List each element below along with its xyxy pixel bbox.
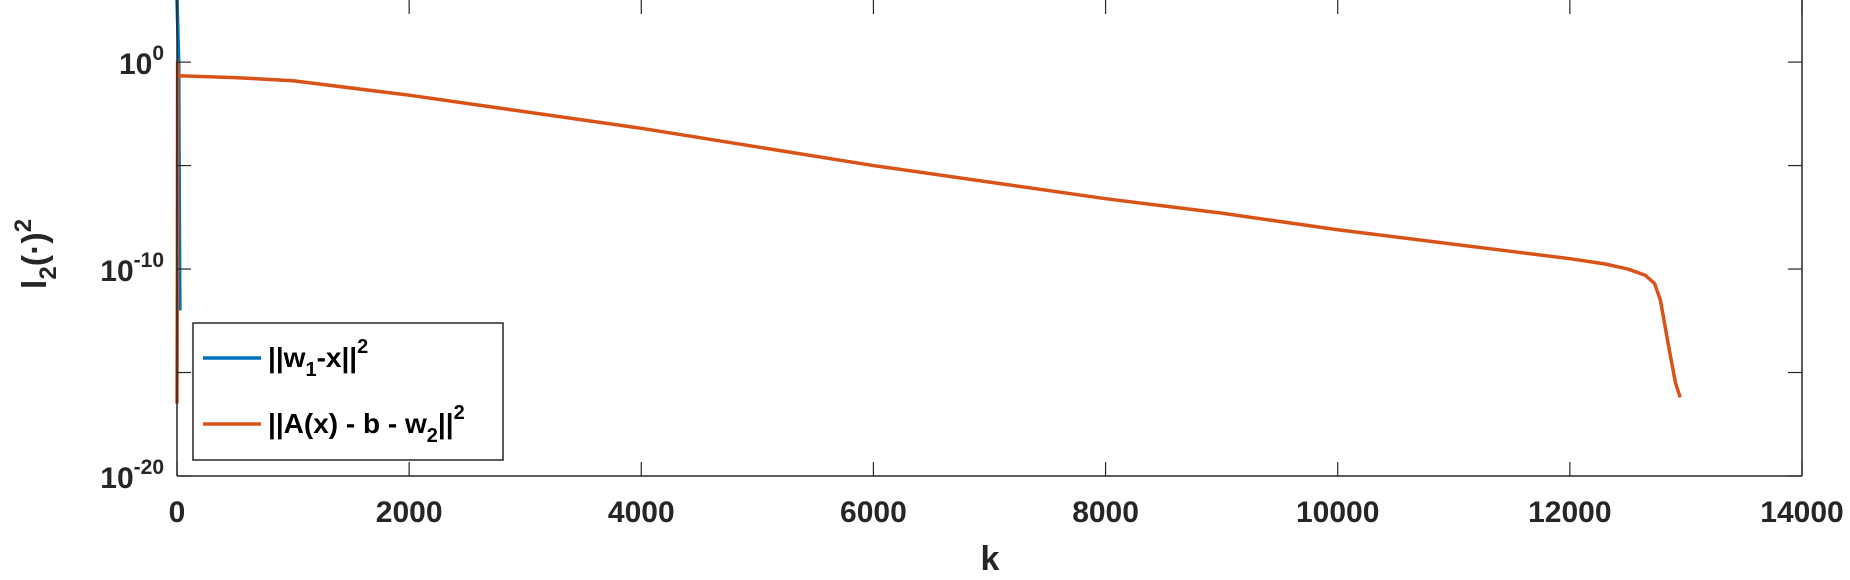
x-tick-label: 12000 — [1528, 496, 1611, 529]
y-tick-label: 100 — [119, 42, 164, 81]
x-tick-label: 2000 — [376, 496, 443, 529]
legend-entry-1-sub: 1 — [305, 359, 316, 381]
legend-entry-1: ||w1-x||2 — [268, 336, 368, 381]
x-tick-label: 8000 — [1072, 496, 1139, 529]
legend-entry-2-mid: || — [438, 408, 454, 439]
x-axis-label: k — [981, 540, 1000, 578]
y-axis-label: l2(·)2 — [10, 219, 62, 289]
x-axis-ticks: 0 2000 4000 6000 8000 10000 12000 14000 — [169, 0, 1844, 529]
y-tick-label: 10-10 — [100, 249, 164, 288]
y-axis-ticks: 10-20 10-10 100 — [100, 42, 1802, 495]
y-tick-label: 10-20 — [100, 456, 164, 495]
svg-text:l2(·)2: l2(·)2 — [10, 219, 62, 289]
legend-entry-1-mid: -x|| — [317, 342, 358, 373]
legend-entry-1-pre: ||w — [268, 342, 306, 373]
legend: ||w1-x||2 ||A(x) - b - w2||2 — [192, 322, 504, 461]
y-axis-label-base: l — [16, 280, 54, 289]
y-axis-label-sup: 2 — [10, 219, 37, 232]
x-tick-label: 10000 — [1296, 496, 1379, 529]
y-axis-label-sub: 2 — [35, 266, 62, 279]
legend-entry-2: ||A(x) - b - w2||2 — [268, 402, 465, 447]
axes-frame — [176, 0, 1803, 477]
legend-entry-2-pre: ||A(x) - b - w — [268, 408, 427, 439]
legend-entry-2-sup: 2 — [454, 402, 465, 424]
legend-box — [192, 322, 504, 461]
series-line-2 — [175, 60, 1682, 404]
x-tick-label: 6000 — [840, 496, 907, 529]
legend-entry-1-sup: 2 — [357, 336, 368, 358]
x-tick-label: 0 — [169, 496, 186, 529]
y-axis-label-body: (·) — [16, 232, 54, 266]
legend-entry-2-sub: 2 — [427, 425, 438, 447]
x-tick-label: 4000 — [608, 496, 675, 529]
x-tick-label: 14000 — [1760, 496, 1843, 529]
